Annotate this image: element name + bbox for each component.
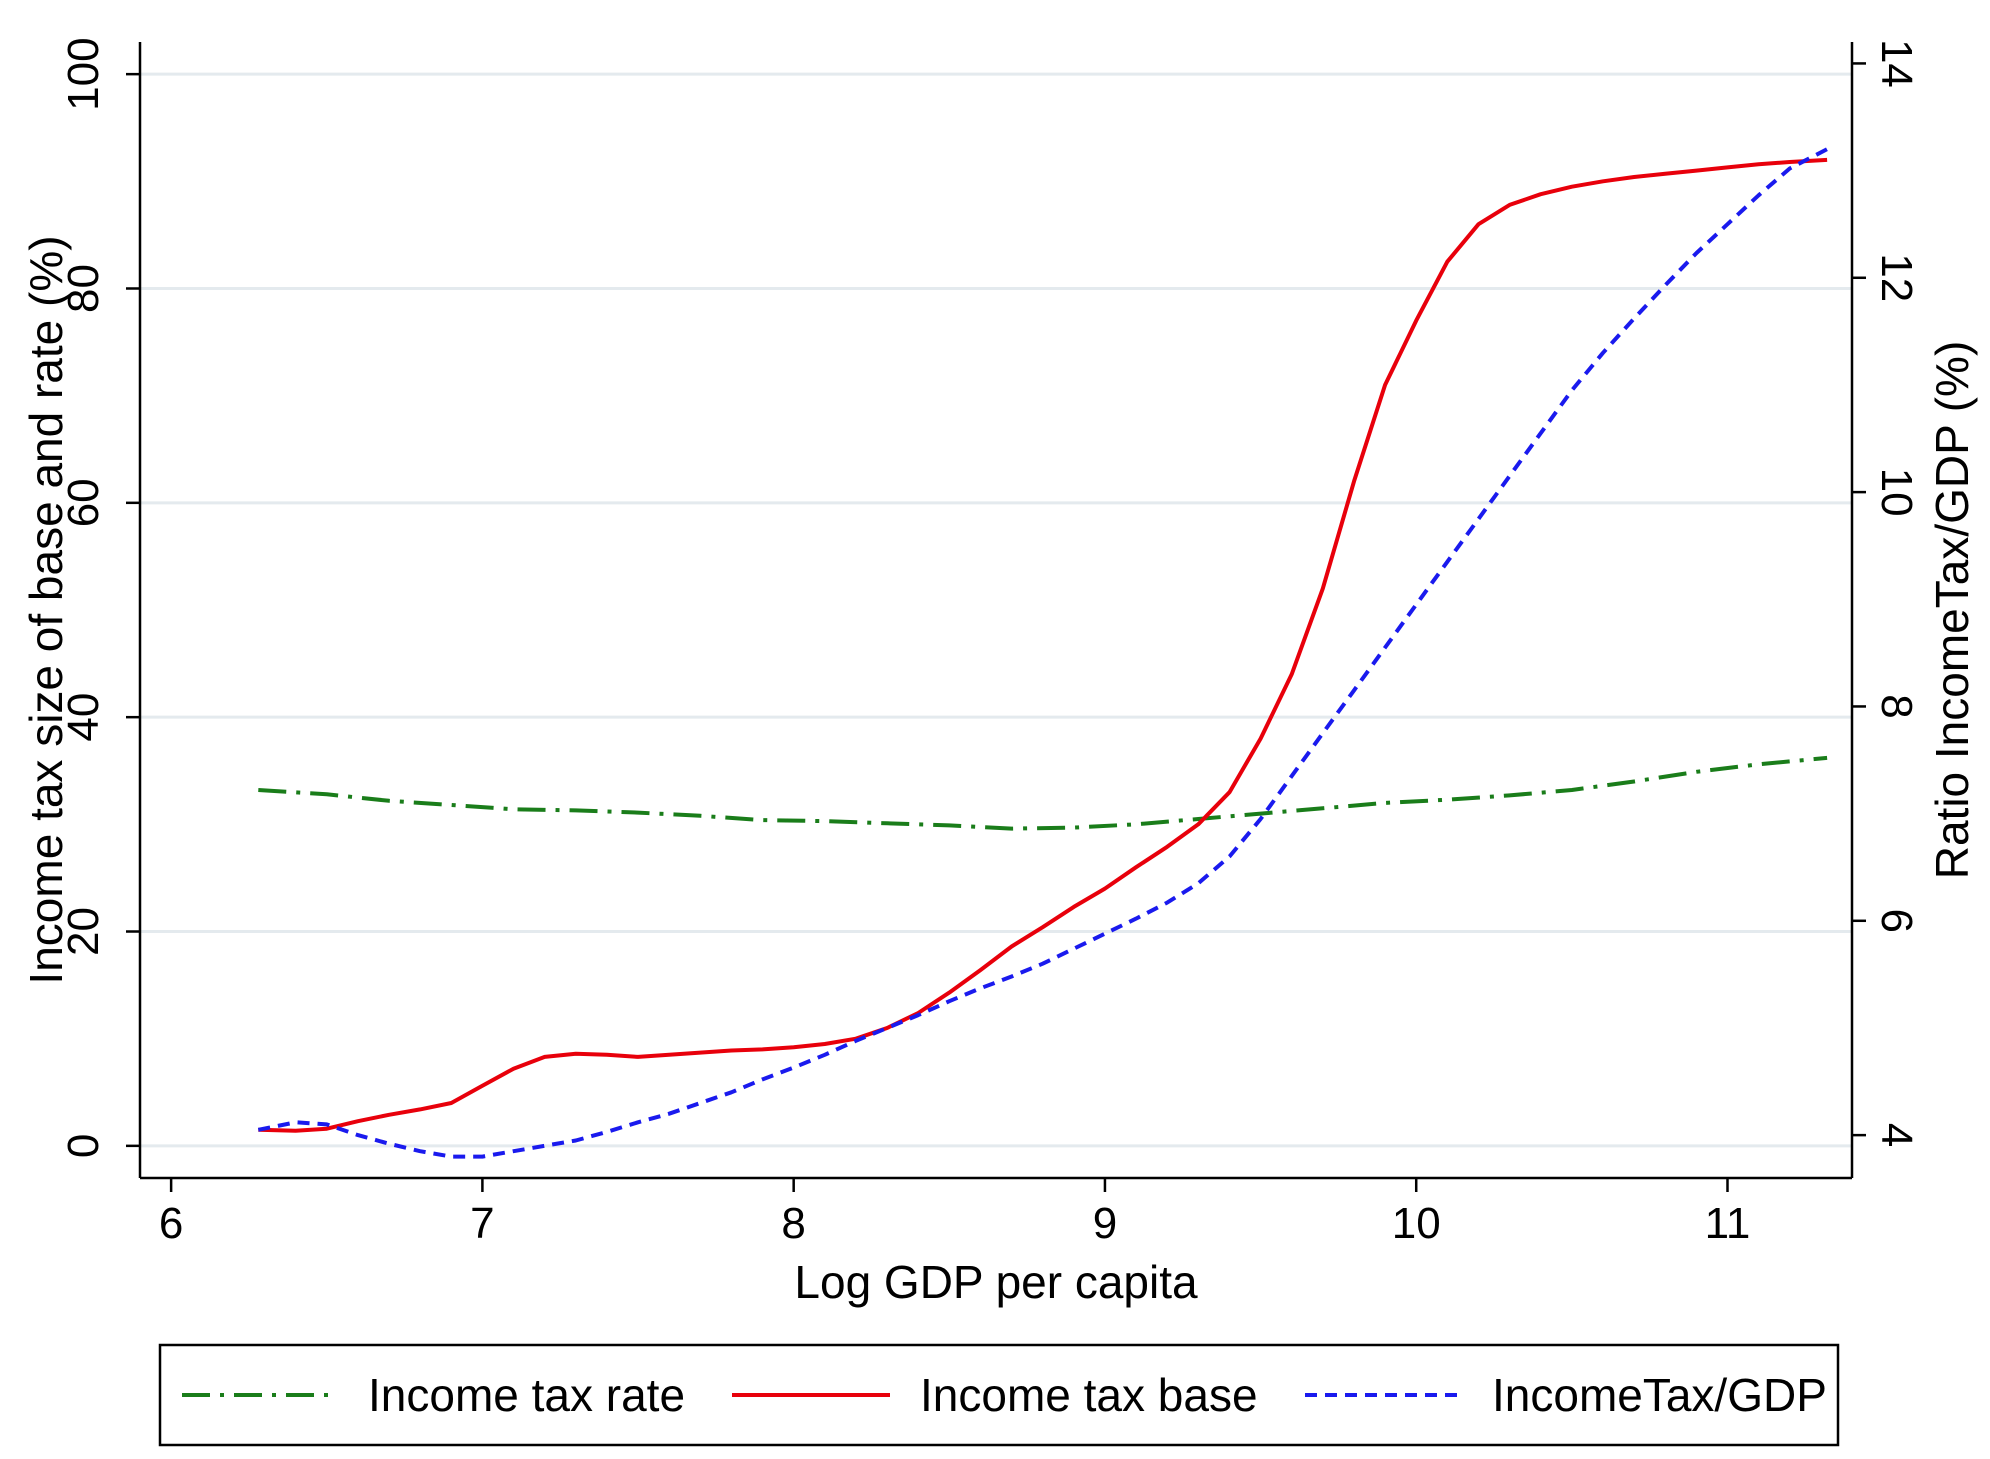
- series-line-incometax-gdp: [257, 147, 1829, 1159]
- x-axis-title: Log GDP per capita: [794, 1256, 1198, 1308]
- grid-lines: [140, 72, 1852, 1148]
- axes: [138, 42, 1854, 1180]
- series-line-income-tax-base: [258, 157, 1828, 1133]
- right-y-tick-label-10: 10: [1872, 468, 1921, 517]
- right-y-tick-label-4: 4: [1872, 1123, 1921, 1147]
- x-tick-label-9: 9: [1093, 1199, 1117, 1248]
- left-y-tick-label-80: 80: [59, 264, 108, 313]
- left-y-tick-label-60: 60: [59, 478, 108, 527]
- right-y-tick-label-8: 8: [1872, 694, 1921, 718]
- right-y-tick-label-14: 14: [1872, 39, 1921, 88]
- left-y-tick-label-100: 100: [59, 37, 108, 110]
- left-y-tick-label-20: 20: [59, 907, 108, 956]
- left-y-axis-title: Income tax size of base and rate (%): [20, 235, 72, 984]
- right-y-axis-title: Ratio IncomeTax/GDP (%): [1926, 341, 1978, 880]
- x-tick-label-6: 6: [159, 1199, 183, 1248]
- x-tick-label-11: 11: [1705, 1199, 1751, 1248]
- right-y-tick-label-12: 12: [1872, 253, 1921, 302]
- series-lines: [257, 147, 1829, 1159]
- x-tick-label-8: 8: [781, 1199, 805, 1248]
- series-line-income-tax-rate: [258, 755, 1828, 831]
- left-y-tick-label-40: 40: [59, 693, 108, 742]
- right-y-tick-label-6: 6: [1872, 909, 1921, 933]
- legend-label-income-tax-rate: Income tax rate: [368, 1369, 685, 1421]
- left-y-tick-label-0: 0: [59, 1134, 108, 1158]
- tick-marks-and-labels: 6 7 8 9 10 11 0 20 40 60 80 100 4 6 8 10 12 14: [59, 37, 1921, 1248]
- legend-label-income-tax-base: Income tax base: [920, 1369, 1258, 1421]
- legend-label-incometax-gdp: IncomeTax/GDP: [1492, 1369, 1827, 1421]
- legend-box: [158, 1343, 1840, 1447]
- legend: Income tax rate Income tax base IncomeTa…: [158, 1343, 1840, 1447]
- x-tick-label-7: 7: [470, 1199, 494, 1248]
- x-tick-label-10: 10: [1392, 1199, 1441, 1248]
